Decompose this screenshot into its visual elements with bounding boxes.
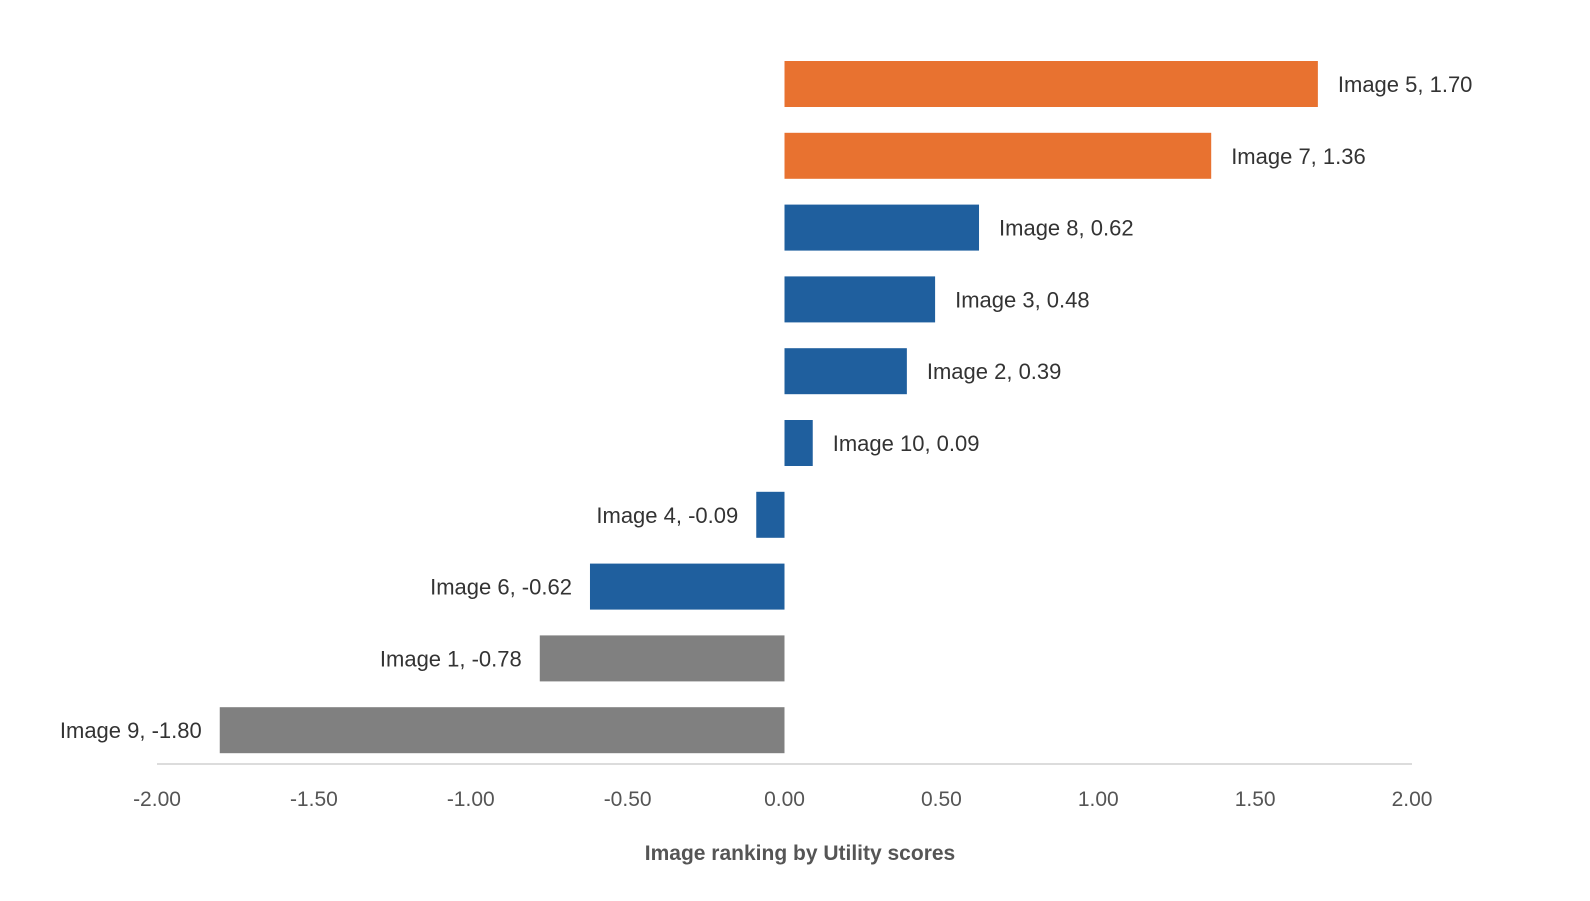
x-tick-label: -1.00 <box>447 788 495 811</box>
bar-label-image-5: Image 5, 1.70 <box>1338 72 1473 97</box>
bar-image-3 <box>784 276 936 323</box>
x-tick-label: 0.00 <box>764 788 805 811</box>
x-tick-label: -1.50 <box>290 788 338 811</box>
x-tick-label: 2.00 <box>1392 788 1433 811</box>
bar-image-6 <box>589 563 785 610</box>
bar-image-8 <box>784 204 980 251</box>
x-tick-label: -0.50 <box>604 788 652 811</box>
x-tick-label: 1.50 <box>1235 788 1276 811</box>
bar-image-7 <box>784 132 1212 179</box>
bar-label-image-8: Image 8, 0.62 <box>999 216 1134 241</box>
bar-label-image-2: Image 2, 0.39 <box>927 359 1062 384</box>
bar-image-2 <box>784 348 907 395</box>
bar-label-image-4: Image 4, -0.09 <box>596 503 738 528</box>
bar-image-1 <box>539 635 785 682</box>
bars-layer <box>219 61 1318 754</box>
x-tick-label: 1.00 <box>1078 788 1119 811</box>
bar-label-image-9: Image 9, -1.80 <box>60 718 202 743</box>
bar-label-image-10: Image 10, 0.09 <box>833 431 980 456</box>
bar-labels-layer: Image 5, 1.70 Image 7, 1.36 Image 8, 0.62 I… <box>60 72 1473 743</box>
bar-label-image-7: Image 7, 1.36 <box>1231 144 1366 169</box>
bar-image-5 <box>784 61 1318 107</box>
x-tick-label: 0.50 <box>921 788 962 811</box>
bar-label-image-1: Image 1, -0.78 <box>380 646 522 671</box>
bar-label-image-6: Image 6, -0.62 <box>430 575 572 600</box>
bar-label-image-3: Image 3, 0.48 <box>955 287 1090 312</box>
x-tick-label: -2.00 <box>133 788 181 811</box>
bar-image-4 <box>756 491 785 538</box>
x-axis-title: Image ranking by Utility scores <box>645 842 955 865</box>
x-tick-labels: -2.00 -1.50 -1.00 -0.50 0.00 0.50 1.00 1.50 2.00 <box>133 788 1432 811</box>
bar-image-10 <box>784 420 813 466</box>
bar-image-9 <box>219 707 785 754</box>
